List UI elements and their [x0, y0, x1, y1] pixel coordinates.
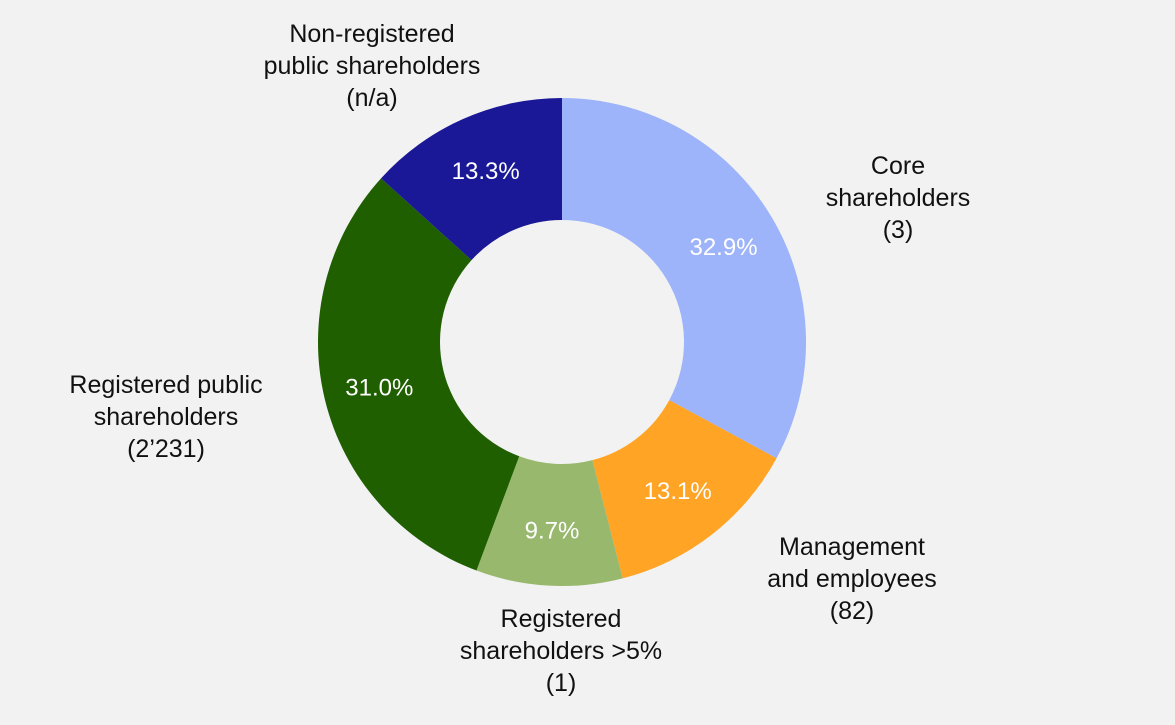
label-line: Non-registered: [289, 20, 455, 48]
data-label: 9.7%: [525, 518, 580, 545]
donut-slice: [381, 98, 562, 261]
label-line: shareholders >5%: [459, 637, 663, 665]
label-line: shareholders: [825, 184, 971, 212]
label-line: and employees: [767, 565, 937, 593]
label-line: (1): [545, 669, 577, 697]
donut-slice: [562, 98, 807, 459]
donut-slice: [476, 456, 623, 586]
label-line: public shareholders: [263, 52, 481, 80]
label-line: (n/a): [346, 84, 398, 112]
donut-slice: [592, 400, 777, 579]
category-label-registered-public: Registered public shareholders (2’231): [69, 369, 262, 465]
label-line: (2’231): [127, 435, 205, 463]
label-line: Core: [870, 152, 926, 180]
label-line: shareholders: [93, 403, 239, 431]
label-line: (3): [882, 216, 914, 244]
donut-slice: [318, 178, 520, 571]
data-label: 31.0%: [345, 374, 413, 401]
data-label: 13.3%: [452, 158, 520, 185]
label-line: Registered: [500, 605, 622, 633]
category-label-management: Management and employees (82): [767, 531, 937, 627]
category-label-registered-5pct: Registered shareholders >5% (1): [460, 603, 662, 699]
label-line: (82): [829, 597, 875, 625]
category-label-non-registered: Non-registered public shareholders (n/a): [264, 18, 481, 114]
data-label: 13.1%: [644, 478, 712, 505]
label-line: Management: [779, 533, 925, 561]
category-label-core: Core shareholders (3): [826, 150, 971, 246]
label-line: Registered public: [69, 371, 263, 399]
data-label: 32.9%: [689, 234, 757, 261]
